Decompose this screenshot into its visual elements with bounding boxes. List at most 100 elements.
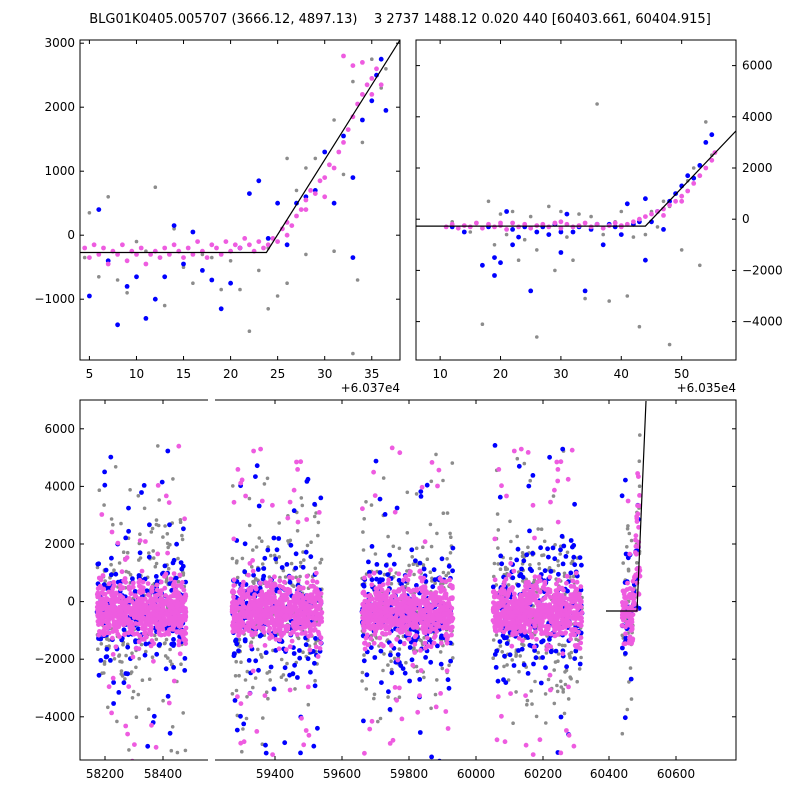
data-point — [305, 656, 311, 662]
data-point — [153, 185, 158, 189]
data-point — [301, 742, 307, 748]
data-point — [558, 547, 563, 553]
data-point — [433, 692, 438, 697]
data-point — [315, 725, 320, 731]
data-point — [360, 140, 365, 145]
data-point — [394, 636, 400, 642]
data-point — [160, 605, 166, 611]
data-point — [130, 584, 136, 590]
data-point — [389, 445, 395, 451]
data-point — [360, 670, 365, 675]
data-point — [589, 214, 593, 219]
data-point — [517, 614, 523, 620]
data-point — [365, 618, 371, 623]
data-point — [497, 494, 503, 500]
data-point — [269, 553, 273, 558]
data-point — [525, 671, 531, 676]
data-point — [95, 612, 101, 618]
data-point — [277, 637, 282, 643]
data-point — [386, 689, 391, 695]
data-point — [166, 566, 171, 571]
data-point — [661, 199, 666, 204]
data-point — [171, 643, 176, 648]
data-point — [283, 608, 289, 614]
data-point — [260, 576, 266, 582]
model-line — [80, 40, 400, 254]
data-point — [289, 223, 295, 229]
data-point — [303, 642, 309, 648]
data-point — [517, 669, 521, 674]
data-point — [272, 594, 277, 600]
data-point — [568, 636, 573, 642]
data-point — [237, 245, 243, 251]
data-point — [565, 235, 569, 239]
data-point — [115, 278, 120, 282]
data-point — [573, 603, 579, 609]
data-point — [109, 562, 113, 567]
data-point — [277, 599, 283, 605]
data-point — [539, 527, 544, 531]
data-point — [233, 674, 238, 678]
data-point — [155, 551, 161, 557]
data-point — [514, 557, 520, 563]
data-point — [231, 499, 237, 505]
data-point — [240, 612, 246, 617]
data-point — [112, 568, 116, 572]
data-point — [284, 678, 289, 682]
data-point — [312, 627, 318, 632]
data-point — [130, 654, 136, 660]
data-point — [504, 232, 509, 237]
data-point — [542, 539, 547, 544]
data-point — [521, 579, 525, 583]
data-point — [97, 488, 102, 493]
data-point — [369, 76, 375, 81]
data-point — [567, 765, 572, 770]
data-point — [547, 615, 553, 620]
data-point — [369, 503, 374, 507]
data-point — [504, 227, 509, 232]
data-point — [303, 728, 309, 733]
data-point — [108, 454, 114, 460]
data-point — [564, 664, 569, 670]
data-point — [240, 556, 245, 561]
data-point — [245, 669, 250, 674]
data-point — [540, 585, 546, 590]
data-point — [282, 624, 288, 629]
data-point — [637, 216, 642, 222]
data-point — [296, 636, 301, 641]
data-point — [554, 459, 560, 465]
data-point — [422, 675, 426, 680]
data-point — [517, 625, 523, 631]
data-point — [607, 299, 611, 303]
data-point — [142, 506, 147, 511]
data-point — [181, 265, 186, 270]
data-point — [441, 478, 445, 483]
data-point — [534, 229, 540, 235]
data-point — [307, 647, 313, 653]
data-point — [350, 63, 356, 68]
data-point — [369, 544, 375, 549]
data-point — [402, 670, 408, 676]
data-point — [412, 641, 418, 647]
data-point — [106, 684, 112, 690]
data-point — [143, 641, 149, 647]
data-point — [301, 650, 305, 654]
data-point — [361, 718, 366, 724]
data-point — [447, 663, 451, 668]
data-point — [263, 602, 268, 608]
data-point — [679, 198, 685, 204]
data-point — [526, 545, 530, 550]
data-point — [446, 597, 452, 603]
data-point — [179, 662, 183, 666]
data-point — [256, 667, 261, 673]
data-point — [545, 546, 550, 552]
data-point — [515, 534, 519, 539]
data-point — [376, 593, 381, 599]
data-point — [548, 687, 553, 693]
data-point — [556, 594, 562, 600]
data-point — [97, 609, 103, 615]
data-point — [299, 496, 304, 500]
data-point — [285, 281, 289, 286]
data-point — [527, 528, 532, 534]
data-point — [561, 596, 567, 602]
